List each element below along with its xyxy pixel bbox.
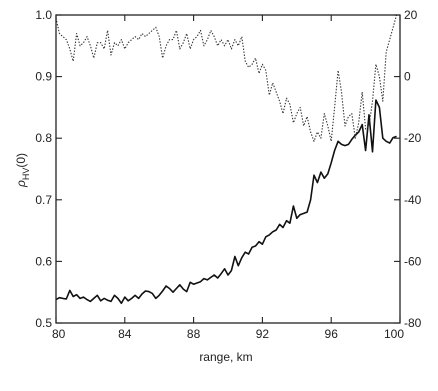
tick-labels-layer: 80 84 88 92 96 100 0.5 0.6 0.7 0.8 0.9 1.0 -80 -60 -40… [35, 8, 421, 341]
y-left-tick-label: 0.9 [35, 70, 52, 84]
y-left-tick-label: 0.7 [35, 193, 52, 207]
y-left-tick-label: 0.8 [35, 131, 52, 145]
y-right-tick-label: -80 [404, 316, 422, 330]
y-right-tick-label: -20 [404, 131, 422, 145]
svg-text:ρHV(0): ρHV(0) [14, 153, 31, 188]
y-left-tick-label: 1.0 [35, 8, 52, 22]
x-tick-label: 80 [52, 327, 66, 341]
x-tick-label: 100 [384, 327, 404, 341]
x-tick-label: 92 [256, 327, 270, 341]
y-right-tick-label: 0 [404, 70, 411, 84]
x-tick-label: 88 [187, 327, 201, 341]
x-axis-label: range, km [199, 350, 252, 364]
x-tick-label: 96 [325, 327, 339, 341]
ticks-layer [55, 14, 401, 324]
x-tick-label: 84 [118, 327, 132, 341]
y-right-tick-label: 20 [404, 8, 418, 22]
y-right-tick-label: -40 [404, 193, 422, 207]
series-line-solid [55, 99, 397, 305]
plot-frame [55, 14, 401, 324]
y-left-axis-label: ρHV(0) [14, 153, 31, 188]
y-left-tick-label: 0.6 [35, 254, 52, 268]
series-layer [55, 14, 398, 305]
series-line-dotted [55, 14, 398, 142]
y-left-tick-label: 0.5 [35, 316, 52, 330]
y-right-tick-label: -60 [404, 254, 422, 268]
